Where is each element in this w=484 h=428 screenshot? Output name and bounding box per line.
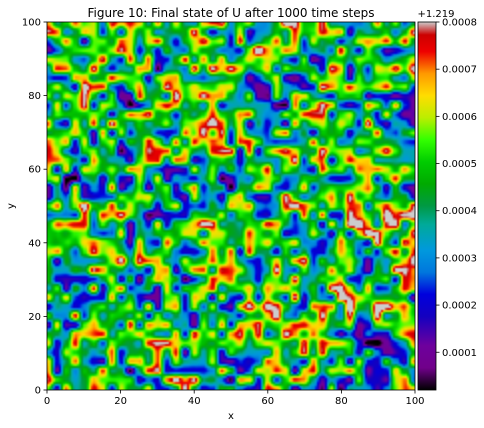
colorbar-offset-label: +1.219 [417, 9, 454, 20]
colorbar-tick-label: 0.0001 [442, 348, 477, 359]
colorbar-tick-label: 0.0004 [442, 206, 477, 217]
colorbar-tick-label: 0.0003 [442, 253, 477, 264]
x-tick-label: 0 [44, 396, 50, 407]
plot-frame [46, 21, 416, 391]
x-tick-label: 60 [261, 396, 274, 407]
y-axis-ticks: 0 20 40 60 80 100 [22, 18, 47, 397]
chart-title: Figure 10: Final state of U after 1000 t… [88, 6, 375, 20]
x-tick-label: 100 [405, 396, 424, 407]
x-axis-ticks: 0 20 40 60 80 100 [44, 390, 425, 407]
heatmap-plot-area [47, 22, 415, 390]
y-tick-label: 0 [35, 386, 41, 397]
y-tick-label: 80 [28, 91, 41, 102]
x-tick-label: 20 [114, 396, 127, 407]
colorbar-tick-label: 0.0002 [442, 301, 477, 312]
y-tick-label: 40 [28, 238, 41, 249]
y-tick-label: 100 [22, 18, 41, 29]
heatmap-image [47, 22, 415, 390]
y-tick-label: 60 [28, 165, 41, 176]
colorbar-tick-label: 0.0006 [442, 112, 477, 123]
colorbar-tick-label: 0.0008 [442, 18, 477, 29]
x-tick-label: 40 [188, 396, 201, 407]
colorbar [417, 21, 437, 391]
colorbar-ticks: 0.0001 0.0002 0.0003 0.0004 0.0005 0.0006 0.00… [436, 18, 477, 359]
colorbar-tick-label: 0.0005 [442, 159, 477, 170]
colorbar-tick-label: 0.0007 [442, 65, 477, 76]
y-axis-label: y [6, 203, 17, 209]
y-tick-label: 20 [28, 312, 41, 323]
x-axis-label: x [228, 411, 234, 422]
x-tick-label: 80 [335, 396, 348, 407]
